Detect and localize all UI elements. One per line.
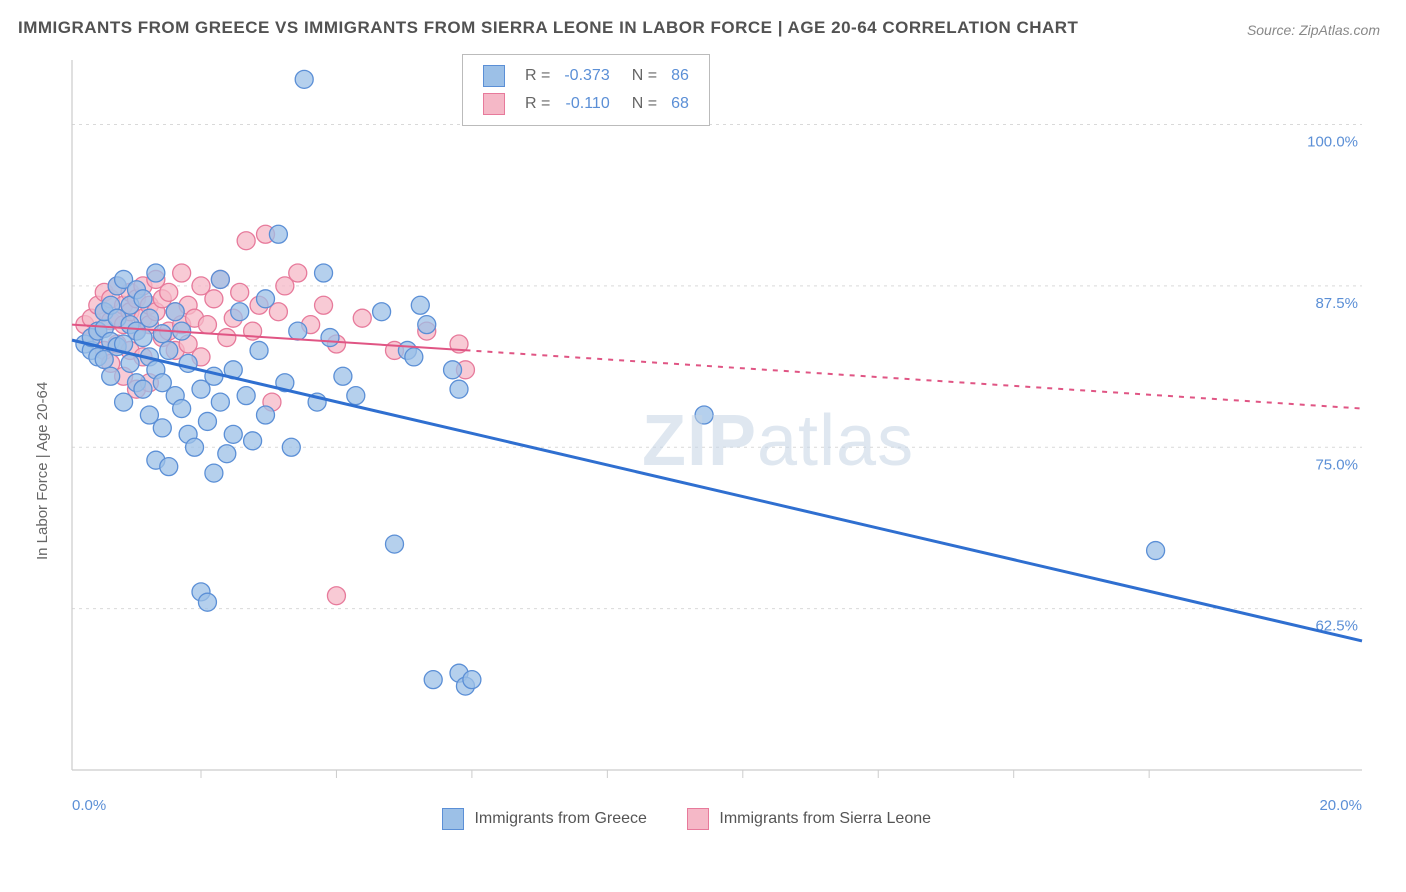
x-tick-label: 0.0% (72, 797, 106, 814)
stats-legend-row: R =-0.373N =86 (477, 63, 695, 89)
scatter-point (173, 400, 191, 418)
y-tick-label: 87.5% (1315, 295, 1358, 312)
scatter-point (211, 270, 229, 288)
scatter-point (347, 387, 365, 405)
scatter-point (160, 283, 178, 301)
legend-swatch (483, 93, 505, 115)
scatter-point (160, 341, 178, 359)
scatter-point (224, 425, 242, 443)
scatter-point (237, 232, 255, 250)
scatter-point (218, 445, 236, 463)
scatter-point (695, 406, 713, 424)
scatter-point (231, 303, 249, 321)
scatter-point (121, 354, 139, 372)
scatter-point (205, 290, 223, 308)
scatter-point (186, 438, 204, 456)
scatter-point (282, 438, 300, 456)
legend-swatch (483, 65, 505, 87)
scatter-point (244, 432, 262, 450)
scatter-point (269, 225, 287, 243)
scatter-point (134, 329, 152, 347)
scatter-point (418, 316, 436, 334)
trend-line-extrapolated (465, 350, 1362, 408)
legend-item: Immigrants from Greece (442, 808, 647, 830)
scatter-point (153, 419, 171, 437)
scatter-point (386, 535, 404, 553)
y-tick-label: 75.0% (1315, 456, 1358, 473)
scatter-point (1147, 542, 1165, 560)
chart-title: IMMIGRANTS FROM GREECE VS IMMIGRANTS FRO… (18, 18, 1078, 38)
scatter-point (140, 309, 158, 327)
scatter-point (102, 367, 120, 385)
scatter-point (334, 367, 352, 385)
scatter-point (198, 412, 216, 430)
scatter-point (411, 296, 429, 314)
x-tick-label: 20.0% (1319, 797, 1362, 814)
scatter-point (405, 348, 423, 366)
y-axis-label: In Labor Force | Age 20-64 (34, 382, 51, 560)
scatter-point (237, 387, 255, 405)
legend-swatch (442, 808, 464, 830)
scatter-point (166, 303, 184, 321)
scatter-point (295, 70, 313, 88)
scatter-point (205, 464, 223, 482)
scatter-point (211, 393, 229, 411)
scatter-point (198, 593, 216, 611)
legend-item: Immigrants from Sierra Leone (687, 808, 931, 830)
scatter-point (327, 587, 345, 605)
scatter-point (231, 283, 249, 301)
scatter-point (289, 264, 307, 282)
scatter-point (160, 458, 178, 476)
scatter-point (321, 329, 339, 347)
scatter-point (134, 290, 152, 308)
y-tick-label: 100.0% (1307, 134, 1358, 151)
scatter-point (198, 316, 216, 334)
scatter-chart: 62.5%75.0%87.5%100.0%0.0%20.0% (42, 50, 1382, 830)
scatter-point (450, 380, 468, 398)
scatter-point (353, 309, 371, 327)
scatter-point (315, 296, 333, 314)
scatter-point (134, 380, 152, 398)
scatter-point (444, 361, 462, 379)
legend-swatch (687, 808, 709, 830)
stats-legend: R =-0.373N =86R =-0.110N =68 (462, 54, 710, 126)
scatter-point (147, 264, 165, 282)
scatter-point (205, 367, 223, 385)
scatter-point (424, 671, 442, 689)
scatter-point (250, 341, 268, 359)
trend-line (72, 340, 1362, 641)
series-legend: Immigrants from Greece Immigrants from S… (442, 808, 971, 830)
scatter-point (373, 303, 391, 321)
scatter-point (257, 290, 275, 308)
scatter-point (218, 329, 236, 347)
chart-container: In Labor Force | Age 20-64 62.5%75.0%87.… (42, 50, 1382, 830)
scatter-point (463, 671, 481, 689)
source-attribution: Source: ZipAtlas.com (1247, 22, 1380, 38)
scatter-point (315, 264, 333, 282)
scatter-point (173, 264, 191, 282)
scatter-point (115, 393, 133, 411)
scatter-point (257, 406, 275, 424)
scatter-point (153, 325, 171, 343)
scatter-point (289, 322, 307, 340)
stats-legend-row: R =-0.110N =68 (477, 91, 695, 117)
